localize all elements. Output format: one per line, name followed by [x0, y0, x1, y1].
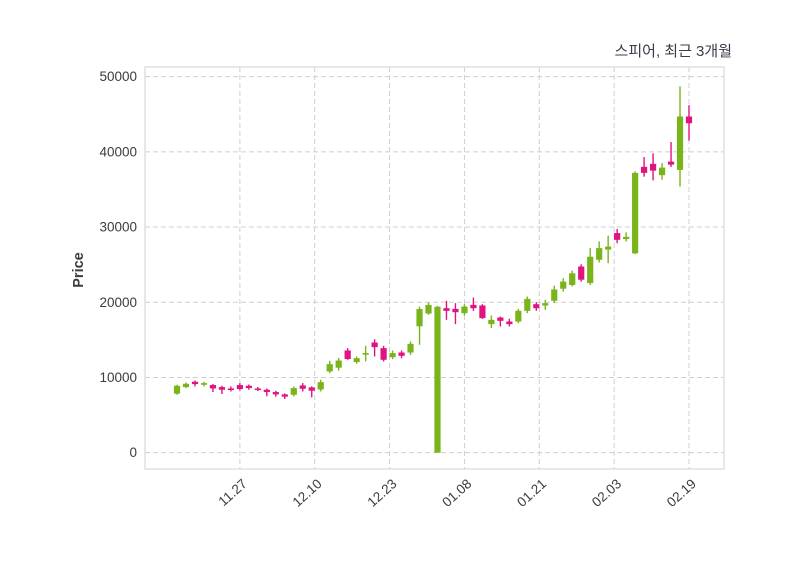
y-tick-label: 20000: [99, 295, 137, 310]
candle-up: [596, 248, 603, 260]
candle-up: [623, 236, 630, 240]
candle-up: [605, 246, 612, 250]
candle-down: [479, 305, 486, 319]
candle-down: [344, 350, 351, 360]
candle-down: [299, 385, 306, 389]
candle-down: [649, 163, 657, 171]
x-tick-label: 12.23: [364, 476, 399, 510]
candle-down: [398, 352, 405, 356]
candle-down: [640, 166, 648, 173]
x-tick-label: 02.19: [664, 476, 699, 510]
candle-down: [254, 388, 261, 391]
candle-down: [380, 348, 387, 360]
candle-down: [245, 385, 252, 389]
y-tick-label: 50000: [99, 69, 137, 84]
candle-down: [263, 389, 270, 393]
candle-up: [362, 353, 369, 355]
x-tick-label: 12.10: [290, 476, 325, 510]
candle-up: [658, 167, 666, 176]
candle-up: [290, 388, 297, 395]
candle-up: [200, 383, 208, 385]
candle-up: [461, 306, 468, 314]
x-tick-label: 01.08: [439, 476, 474, 510]
candle-down: [533, 304, 540, 309]
candle-up: [353, 358, 360, 363]
candle-up: [515, 310, 522, 322]
chart-title: 스피어, 최근 3개월: [614, 43, 732, 60]
candle-up: [488, 319, 495, 325]
candle-up: [425, 304, 432, 314]
y-axis-label: Price: [71, 252, 87, 288]
candle-up: [416, 309, 423, 327]
candle-down: [506, 321, 513, 325]
candle-down: [667, 161, 675, 165]
candle-down: [443, 308, 450, 311]
candle-up: [317, 382, 324, 390]
candle-down: [308, 387, 315, 391]
y-tick-label: 10000: [99, 370, 137, 385]
candle-down: [227, 388, 234, 391]
y-tick-label: 40000: [99, 144, 137, 159]
candle-down: [191, 381, 199, 385]
candle-up: [551, 289, 558, 301]
candle-up: [434, 306, 441, 453]
candle-down: [578, 266, 585, 280]
x-tick-label: 11.27: [215, 476, 249, 509]
candle-up: [182, 383, 190, 388]
candle-down: [614, 233, 621, 240]
candle-up: [335, 360, 342, 368]
candle-down: [470, 304, 477, 309]
candle-down: [685, 116, 693, 124]
candle-up: [407, 343, 414, 353]
candle-up: [569, 273, 576, 285]
candle-up: [524, 298, 531, 311]
candle-down: [452, 308, 459, 313]
candle-down: [218, 387, 226, 390]
candle-down: [272, 392, 279, 395]
x-tick-label: 02.03: [589, 476, 624, 510]
candle-up: [632, 172, 639, 254]
candle-up: [542, 303, 549, 306]
candle-up: [326, 364, 333, 372]
candle-down: [281, 394, 288, 397]
plot-border: [144, 66, 725, 470]
candle-up: [587, 256, 594, 284]
candle-up: [389, 353, 396, 358]
y-tick-label: 30000: [99, 220, 137, 235]
candle-up: [676, 116, 684, 170]
candle-down: [497, 317, 504, 321]
candle-up: [173, 385, 181, 394]
x-tick-label: 01.21: [514, 476, 549, 510]
y-tick-label: 0: [129, 445, 137, 460]
candle-down: [236, 385, 243, 390]
candle-down: [371, 342, 378, 348]
candle-up: [560, 281, 567, 289]
candle-down: [209, 385, 217, 389]
